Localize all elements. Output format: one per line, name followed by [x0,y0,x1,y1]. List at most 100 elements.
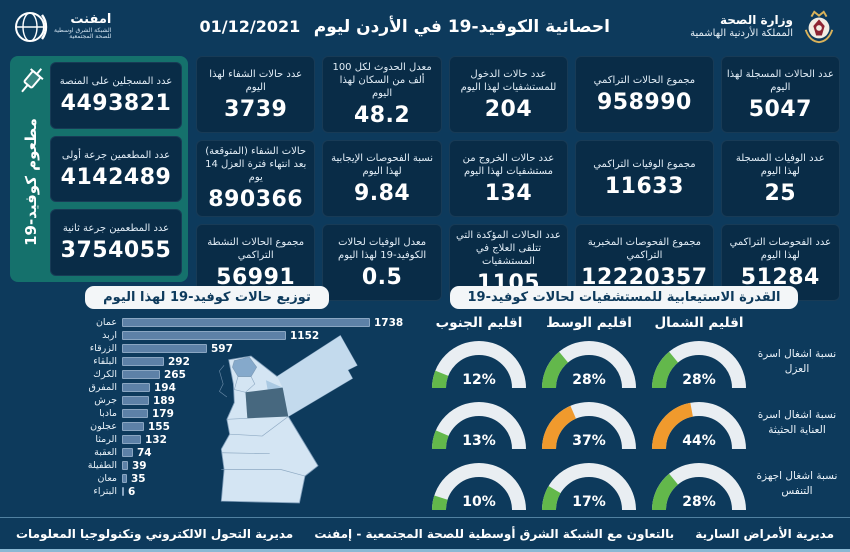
stat-card-value: 48.2 [353,103,411,128]
bar-category-label: الرمثا [95,434,117,445]
stat-card-label: عدد الوفيات المسجلة لهذا اليوم [735,152,825,177]
stat-card-value: 25 [764,180,797,206]
bar-fill [122,357,164,366]
stat-card: عدد الوفيات المسجلة لهذا اليوم 25 [720,140,840,217]
vaccine-cards: عدد المسجلين على المنصة 4493821 عدد المطعم… [50,62,182,277]
stat-card-value: 5047 [748,96,812,122]
gauge: 28% [534,332,644,392]
gauge-rows: نسبة اشغال اسرة العزل 28% 28% 12% نسبة اشغال… [408,331,840,514]
map-region-mafraq [277,335,358,417]
gauge-arc: 37% [542,401,636,449]
stat-card-label: مجموع الحالات النشطة التراكمي [207,236,305,261]
stat-card-label: حالات الشفاء (المتوقعة) بعد انتهاء فترة … [205,146,307,183]
stats-section: عدد الحالات المسجلة لهذا اليوم 5047 عدد ال… [0,50,850,301]
stat-card: معدل الوفيات لحالات الكوفيد-19 لهذا اليو… [322,224,442,301]
bar-fill [122,474,127,483]
gauge: 44% [644,393,754,453]
gauge: 28% [644,332,754,392]
vaccine-side-strip: مطعوم كوفيد-19 [16,62,46,276]
stat-card: عدد الحالات المسجلة لهذا اليوم 5047 [720,56,840,133]
bar-row: البتراء 6 [64,485,408,498]
stat-card-label: نسبة الفحوصات الإيجابية لهذا اليوم [331,152,433,177]
gauge: 28% [644,454,754,514]
bar-category-label: البتراء [93,486,117,497]
bar-category-label: الكرك [93,369,117,380]
stat-card: مجموع الوفيات التراكمي 11633 [575,140,714,217]
stat-card-label: مجموع الوفيات التراكمي [593,159,696,170]
stats-column-2: مجموع الحالات التراكمي 958990 مجموع الوفيا… [575,56,714,301]
gauge-arc: 13% [432,401,526,449]
bar-value-label: 39 [132,459,147,472]
bar-value-label: 265 [164,368,186,381]
bar-value-label: 155 [148,420,170,433]
capacity-title: القدرة الاستيعابية للمستشفيات لحالات كوف… [449,286,799,309]
bar-value-label: 132 [145,433,167,446]
bar-value-label: 1152 [290,329,320,342]
vaccine-card: عدد المسجلين على المنصة 4493821 [50,62,182,129]
stat-card: عدد حالات الشفاء لهذا اليوم 3739 [196,56,316,133]
gauge: 37% [534,393,644,453]
distribution-title: توزيع حالات كوفيد-19 لهذا اليوم [85,286,329,309]
vaccine-card-label: عدد المطعمين جرعة أولى [61,149,171,161]
region-header: اقليم الوسط [546,315,632,331]
gauge: 10% [424,454,534,514]
bar-row: الكرك 265 [64,368,408,381]
stat-card-value: 51284 [740,264,820,290]
gauge-value: 44% [682,433,716,449]
stat-card-label: مجموع الحالات التراكمي [593,75,696,86]
emphnet-logo: امفنت الشبكة الشرق اوسطية للصحة المجتمعي… [12,9,111,45]
gauge-value: 28% [572,372,606,388]
gauge-row: نسبة اشغال اجهزة التنفس 28% 17% 10% [408,453,840,514]
bar-fill [122,331,286,340]
region-header: اقليم الشمال [654,315,744,331]
bar-value-label: 35 [131,472,146,485]
header: وزارة الصحة المملكة الأردنية الهاشمية اح… [0,0,850,50]
bar-value-label: 1738 [374,316,404,329]
map-region-amman [245,387,289,419]
gauge-arc: 44% [652,401,746,449]
stat-card-value: 11633 [604,174,684,199]
bar-fill [122,396,149,405]
gauge: 13% [424,393,534,453]
gauge-row: نسبة اشغال اسرة العناية الحثيثة 44% 37% 13% [408,392,840,453]
bar-category-label: الزرقاء [89,343,117,354]
gauge-value: 17% [572,494,606,510]
bar-category-label: عجلون [90,421,117,432]
bar-row: البلقاء 292 [64,355,408,368]
emphnet-sub1: الشبكة الشرق اوسطية [54,26,112,34]
bar-fill [122,383,150,392]
bar-fill [122,435,141,444]
bar-category-label: الطفيلة [87,460,117,471]
charts-section: القدرة الاستيعابية للمستشفيات لحالات كوف… [0,282,850,517]
vaccine-card-value: 4493821 [60,90,172,116]
bar-value-label: 74 [137,446,152,459]
stats-column-5: عدد حالات الشفاء لهذا اليوم 3739 حالات الش… [196,56,316,301]
distribution-title-wrap: توزيع حالات كوفيد-19 لهذا اليوم [6,286,408,309]
stat-card-label: معدل الحدوث لكل 100 ألف من السكان لهذا ا… [332,62,432,99]
gauge-value: 28% [682,372,716,388]
gauge-row-label: نسبة اشغال اجهزة التنفس [756,470,838,497]
bar-value-label: 597 [211,342,233,355]
stat-card: حالات الشفاء (المتوقعة) بعد انتهاء فترة … [196,140,316,217]
bar-fill [122,422,144,431]
vaccine-card-label: عدد المطعمين جرعة ثانية [62,223,170,235]
stats-column-4: معدل الحدوث لكل 100 ألف من السكان لهذا ا… [322,56,442,301]
stat-card-value: 12220357 [581,264,708,290]
gauge-row-label: نسبة اشغال اسرة العناية الحثيثة [757,409,837,436]
stat-card: عدد حالات الدخول للمستشفيات لهذا اليوم 20… [448,56,569,133]
cases-bar-chart: عمان 1738 اربد 1152 الزرقاء 597 البلقاء 292 الكر… [64,316,408,498]
stat-card-value: 204 [484,96,533,122]
stats-column-3: عدد حالات الدخول للمستشفيات لهذا اليوم 20… [448,56,569,301]
footer-right: مديرية الأمراض السارية [695,526,834,541]
stat-card: عدد حالات الخروج من مستشفيات لهذا اليوم 1… [448,140,569,217]
ministry-name: وزارة الصحة المملكة الأردنية الهاشمية [690,13,793,41]
bar-fill [122,409,148,418]
gauge-arc: 10% [432,462,526,510]
syringe-icon [21,68,44,93]
region-header: اقليم الجنوب [435,315,523,331]
gauge-arc: 28% [652,340,746,388]
bar-row: العقبة 74 [64,446,408,459]
case-distribution-section: توزيع حالات كوفيد-19 لهذا اليوم عمان 1738… [6,286,408,517]
bar-value-label: 292 [168,355,190,368]
gauge-arc: 28% [542,340,636,388]
